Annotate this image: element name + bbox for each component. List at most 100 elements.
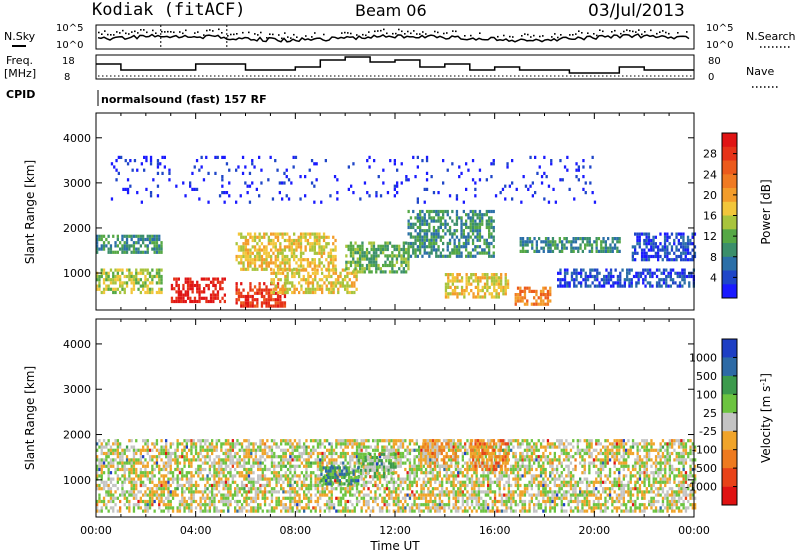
- echo-cell: [441, 483, 444, 488]
- echo-cell: [683, 268, 686, 272]
- echo-cell: [200, 290, 203, 294]
- echo-cell: [300, 284, 303, 288]
- echo-cell: [454, 292, 457, 296]
- echo-cell: [428, 238, 431, 242]
- echo-cell: [148, 241, 152, 245]
- echo-cell: [155, 241, 159, 245]
- echo-cell: [243, 455, 246, 459]
- echo-cell: [382, 270, 385, 274]
- echo-cell: [177, 287, 180, 291]
- echo-cell: [474, 229, 477, 233]
- echo-cell: [190, 464, 193, 468]
- echo-cell: [183, 439, 186, 443]
- echo-cell: [139, 455, 142, 459]
- echo-cell: [374, 499, 377, 504]
- echo-cell: [273, 464, 276, 468]
- echo-cell: [359, 254, 362, 258]
- echo-cell: [160, 290, 163, 295]
- echo-cell: [222, 480, 225, 484]
- echo-cell: [631, 245, 634, 249]
- echo-cell: [244, 294, 247, 299]
- echo-cell: [650, 248, 653, 252]
- echo-cell: [247, 301, 250, 305]
- echo-cell: [318, 235, 321, 239]
- echo-cell: [609, 278, 613, 282]
- echo-cell: [177, 277, 180, 281]
- echo-cell: [307, 461, 310, 465]
- echo-cell: [421, 241, 424, 246]
- echo-cell: [212, 277, 215, 281]
- echo-cell: [153, 244, 156, 248]
- echo-cell: [605, 281, 608, 285]
- echo-cell: [535, 243, 538, 247]
- echo-cell: [460, 245, 463, 249]
- echo-cell: [423, 245, 426, 249]
- echo-cell: [636, 242, 639, 246]
- echo-cell: [272, 245, 275, 249]
- echo-cell: [561, 278, 564, 282]
- echo-cell: [520, 200, 523, 204]
- echo-cell: [275, 496, 278, 500]
- echo-cell: [123, 503, 126, 507]
- echo-cell: [472, 279, 475, 283]
- echo-cell: [408, 480, 412, 484]
- echo-cell: [298, 499, 301, 504]
- echo-cell: [390, 471, 393, 475]
- echo-cell: [327, 281, 331, 285]
- echo-cell: [96, 474, 99, 478]
- echo-cell: [322, 248, 326, 252]
- y-tick-label: 4000: [63, 132, 91, 145]
- echo-cell: [453, 229, 456, 233]
- echo-cell: [220, 493, 223, 497]
- echo-cell: [533, 249, 536, 253]
- echo-cell: [102, 247, 106, 251]
- echo-cell: [178, 461, 182, 465]
- nsearch-point: [161, 30, 163, 33]
- echo-cell: [277, 471, 280, 475]
- echo-cell: [691, 254, 694, 259]
- echo-cell: [647, 242, 651, 246]
- echo-cell: [169, 451, 172, 456]
- echo-cell: [327, 271, 331, 275]
- echo-cell: [263, 261, 266, 265]
- echo-cell: [455, 222, 459, 226]
- echo-cell: [109, 250, 113, 254]
- echo-cell: [316, 490, 320, 494]
- echo-cell: [109, 461, 113, 465]
- echo-cell: [332, 290, 335, 295]
- echo-cell: [284, 284, 287, 288]
- echo-cell: [439, 235, 442, 239]
- echo-cell: [352, 162, 355, 166]
- echo-cell: [215, 474, 218, 478]
- echo-cell: [388, 461, 391, 465]
- echo-cell: [370, 263, 373, 268]
- echo-cell: [183, 445, 186, 449]
- echo-cell: [279, 271, 282, 275]
- echo-cell: [427, 471, 430, 475]
- echo-cell: [422, 471, 425, 475]
- echo-cell: [323, 455, 326, 459]
- echo-cell: [160, 474, 163, 478]
- echo-cell: [344, 490, 347, 494]
- echo-cell: [379, 251, 382, 255]
- echo-cell: [460, 216, 463, 220]
- echo-cell: [346, 509, 349, 513]
- echo-cell: [333, 175, 337, 179]
- echo-cell: [250, 496, 253, 500]
- echo-cell: [351, 458, 354, 462]
- freq-unit-label: [MHz]: [4, 67, 36, 80]
- echo-cell: [298, 464, 301, 468]
- echo-cell: [422, 483, 425, 488]
- echo-cell: [221, 280, 224, 284]
- echo-cell: [361, 247, 364, 252]
- echo-cell: [130, 458, 133, 462]
- echo-cell: [185, 471, 188, 475]
- echo-cell: [454, 496, 458, 500]
- echo-cell: [252, 461, 255, 465]
- echo-cell: [132, 250, 136, 254]
- echo-cell: [261, 509, 264, 513]
- echo-cell: [422, 496, 425, 500]
- echo-cell: [125, 499, 129, 504]
- echo-cell: [105, 490, 108, 494]
- echo-cell: [274, 261, 277, 265]
